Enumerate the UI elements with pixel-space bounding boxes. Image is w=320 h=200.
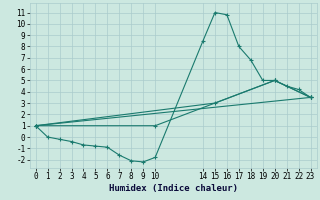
X-axis label: Humidex (Indice chaleur): Humidex (Indice chaleur) — [108, 184, 238, 193]
